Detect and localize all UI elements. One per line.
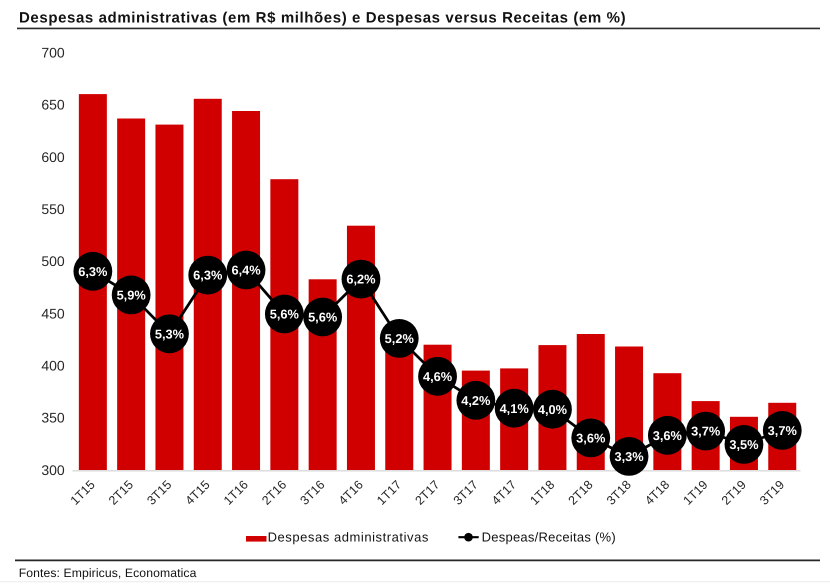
svg-text:3,5%: 3,5% — [729, 437, 759, 452]
svg-text:Despeas/Receitas (%): Despeas/Receitas (%) — [482, 530, 616, 545]
svg-text:6,4%: 6,4% — [231, 263, 261, 278]
svg-text:5,9%: 5,9% — [117, 288, 147, 303]
svg-text:5,3%: 5,3% — [155, 326, 185, 341]
svg-text:Despesas administrativas (em R: Despesas administrativas (em R$ milhões)… — [19, 10, 626, 27]
svg-text:500: 500 — [41, 253, 65, 269]
svg-text:3,7%: 3,7% — [691, 424, 721, 439]
svg-text:3,7%: 3,7% — [768, 423, 798, 438]
svg-text:6,3%: 6,3% — [78, 264, 108, 279]
svg-text:400: 400 — [41, 358, 65, 374]
svg-text:Fontes: Empiricus, Economatica: Fontes: Empiricus, Economatica — [19, 566, 197, 580]
svg-text:4,0%: 4,0% — [538, 402, 568, 417]
svg-text:5,6%: 5,6% — [308, 310, 338, 325]
svg-text:600: 600 — [41, 149, 65, 165]
svg-text:Despesas administrativas: Despesas administrativas — [268, 530, 429, 545]
svg-text:650: 650 — [41, 97, 65, 113]
svg-text:4,2%: 4,2% — [461, 393, 491, 408]
svg-text:4,6%: 4,6% — [423, 369, 453, 384]
svg-text:300: 300 — [41, 462, 65, 478]
svg-text:6,2%: 6,2% — [346, 272, 376, 287]
svg-text:3,6%: 3,6% — [653, 428, 683, 443]
svg-text:350: 350 — [41, 410, 65, 426]
svg-text:450: 450 — [41, 305, 65, 321]
svg-text:5,6%: 5,6% — [270, 307, 300, 322]
svg-text:6,3%: 6,3% — [193, 268, 223, 283]
svg-text:3,6%: 3,6% — [576, 431, 606, 446]
svg-text:3,3%: 3,3% — [614, 449, 644, 464]
svg-text:700: 700 — [41, 44, 65, 60]
svg-text:550: 550 — [41, 201, 65, 217]
svg-text:4,1%: 4,1% — [500, 401, 530, 416]
svg-text:5,2%: 5,2% — [385, 331, 415, 346]
